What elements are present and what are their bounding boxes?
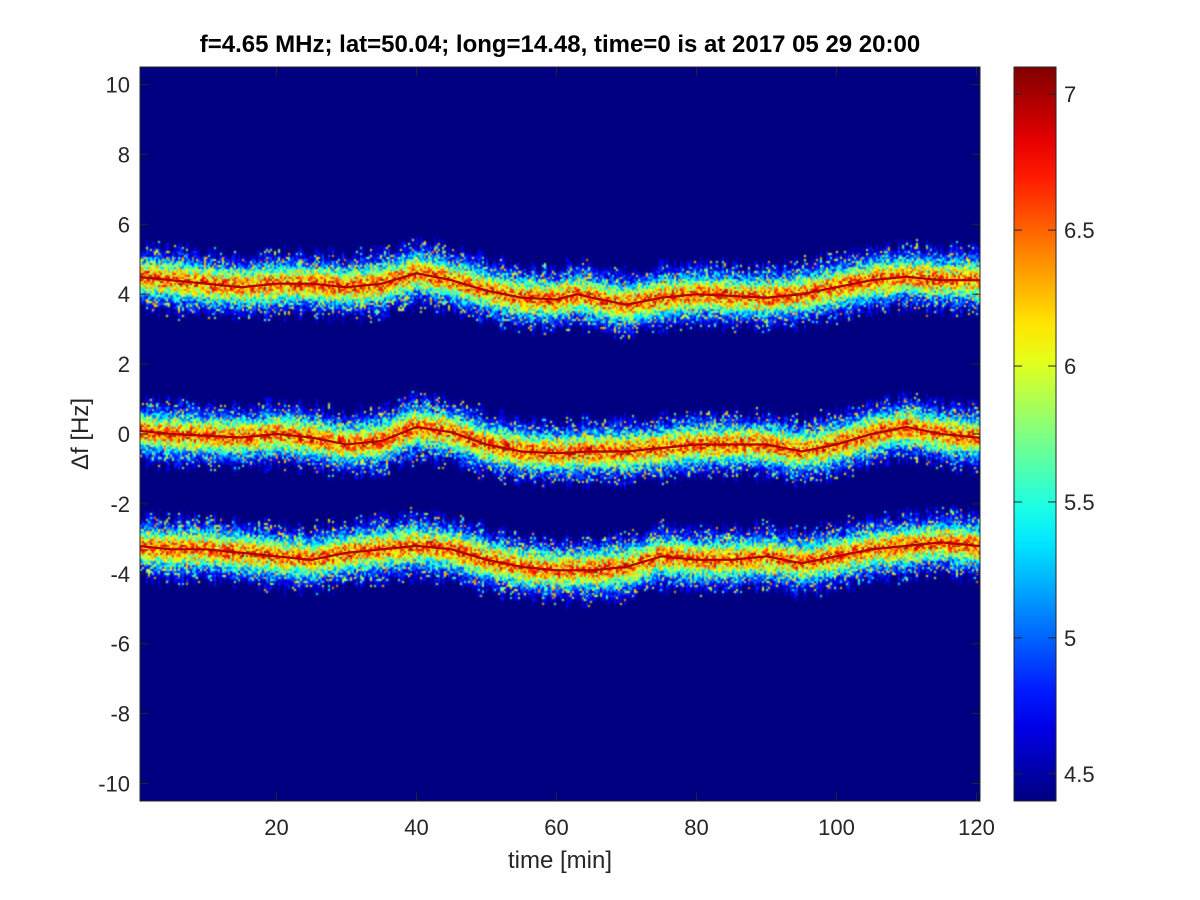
chart-title: f=4.65 MHz; lat=50.04; long=14.48, time=… (200, 31, 920, 58)
y-tick-label: -8 (110, 702, 130, 727)
x-tick-label: 100 (818, 815, 855, 840)
y-tick-label: 10 (106, 72, 130, 97)
y-tick-label: -6 (110, 632, 130, 657)
ridge-line-1 (140, 272, 980, 306)
colorbar-gradient (1014, 67, 1056, 801)
y-tick-label: 8 (118, 142, 130, 167)
y-axis: 10 8 6 4 2 0 -2 -4 -6 -8 -10 (98, 72, 980, 797)
colorbar-frame (1013, 66, 1057, 802)
plot-area (139, 66, 981, 802)
x-axis: 20 40 60 80 100 120 (264, 67, 995, 840)
x-tick-label: 120 (958, 815, 995, 840)
colorbar-tick-label: 7 (1064, 82, 1076, 107)
y-tick-label: 2 (118, 352, 130, 377)
y-tick-label: -10 (98, 772, 130, 797)
ridge-line-2 (140, 425, 980, 455)
x-tick-label: 40 (404, 815, 428, 840)
colorbar-tick-label: 4.5 (1064, 762, 1095, 787)
y-tick-label: 4 (118, 282, 130, 307)
x-tick-label: 80 (684, 815, 708, 840)
x-axis-label: time [min] (508, 847, 612, 874)
ridge-line-3 (140, 541, 980, 572)
y-tick-label: -2 (110, 492, 130, 517)
colorbar-tick-label: 6.5 (1064, 218, 1095, 243)
y-tick-label: 6 (118, 212, 130, 237)
colorbar-tick-label: 5 (1064, 626, 1076, 651)
y-tick-label: -4 (110, 562, 130, 587)
x-tick-label: 60 (544, 815, 568, 840)
x-tick-label: 20 (264, 815, 288, 840)
colorbar-tick-label: 5.5 (1064, 490, 1095, 515)
y-axis-label: Δf [Hz] (67, 398, 94, 470)
colorbar-tick-label: 6 (1064, 354, 1076, 379)
colorbar: 4.5 5 5.5 6 6.5 7 (1013, 66, 1095, 802)
y-tick-label: 0 (118, 422, 130, 447)
